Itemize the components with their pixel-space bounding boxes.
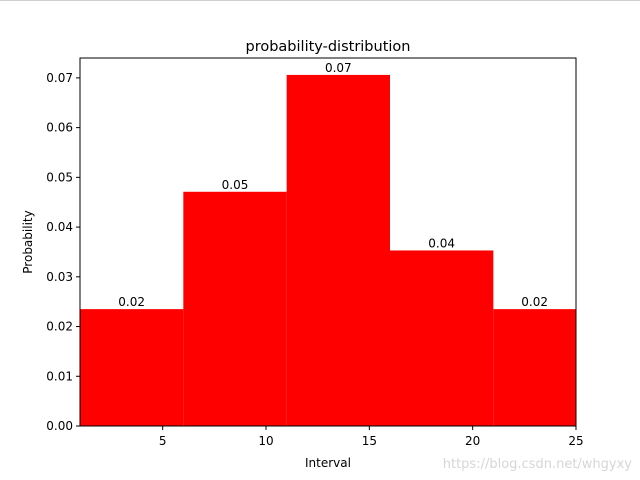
bar-value-label: 0.07 bbox=[325, 61, 352, 75]
bar-labels-group: 0.02 0.05 0.07 0.04 0.02 bbox=[118, 61, 548, 309]
x-tick-label: 25 bbox=[568, 434, 583, 448]
x-axis-label: Interval bbox=[305, 456, 351, 470]
y-tick-label: 0.06 bbox=[46, 121, 73, 135]
histogram-bar bbox=[183, 191, 287, 426]
bar-value-label: 0.05 bbox=[222, 178, 249, 192]
y-tick-label: 0.04 bbox=[46, 220, 73, 234]
y-tick-label: 0.03 bbox=[46, 270, 73, 284]
top-border bbox=[0, 0, 640, 1]
y-tick-label: 0.02 bbox=[46, 320, 73, 334]
x-tick-label: 10 bbox=[258, 434, 273, 448]
y-axis-label: Probability bbox=[21, 210, 35, 273]
histogram-bar bbox=[390, 250, 494, 426]
y-tick-label: 0.01 bbox=[46, 369, 73, 383]
x-tick-label: 15 bbox=[362, 434, 377, 448]
y-axis-ticks: 0.00 0.01 0.02 0.03 0.04 0.05 0.06 0.07 bbox=[46, 71, 80, 433]
histogram-bar bbox=[80, 309, 184, 426]
y-tick-label: 0.07 bbox=[46, 71, 73, 85]
bars-group bbox=[80, 74, 576, 426]
chart-title: probability-distribution bbox=[246, 39, 411, 55]
y-tick-label: 0.05 bbox=[46, 170, 73, 184]
watermark-text: https://blog.csdn.net/whgyxy bbox=[442, 457, 632, 472]
bar-value-label: 0.02 bbox=[118, 295, 145, 309]
histogram-bar bbox=[286, 74, 390, 426]
x-axis-ticks: 5 10 15 20 25 bbox=[159, 426, 584, 448]
x-tick-label: 20 bbox=[465, 434, 480, 448]
bar-value-label: 0.02 bbox=[521, 295, 548, 309]
bar-value-label: 0.04 bbox=[428, 236, 455, 250]
x-tick-label: 5 bbox=[159, 434, 167, 448]
plot-frame bbox=[79, 57, 577, 427]
histogram-bar bbox=[493, 309, 576, 426]
y-tick-label: 0.00 bbox=[46, 419, 73, 433]
